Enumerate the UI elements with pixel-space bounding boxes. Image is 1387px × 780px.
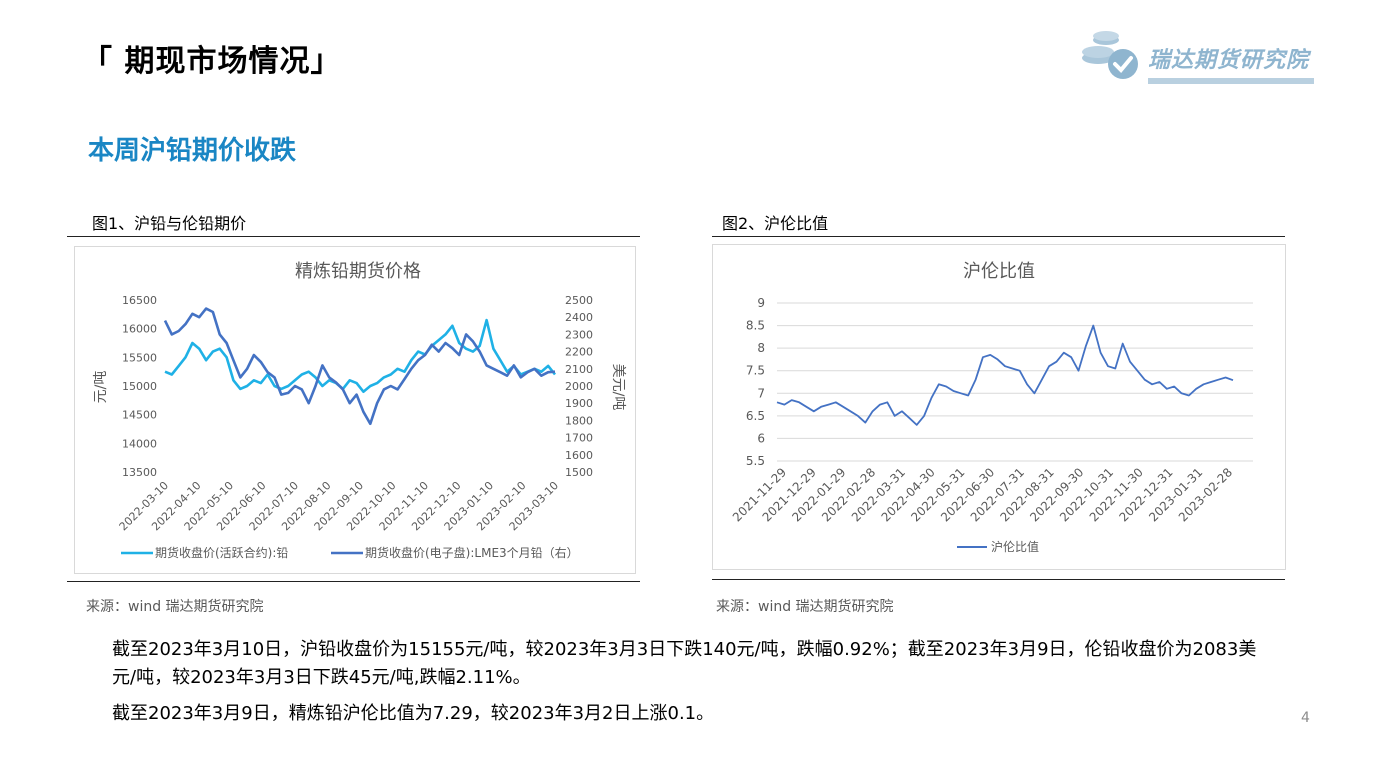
y2-tick-label: 2300: [565, 328, 593, 341]
figure-2-top-rule: [712, 236, 1285, 237]
figure-2-bottom-rule: [712, 579, 1285, 580]
figure-1-top-rule: [67, 236, 640, 237]
y-tick-label: 9: [757, 296, 765, 310]
y-tick-label: 16500: [122, 294, 157, 307]
chart-title: 精炼铅期货价格: [295, 261, 421, 282]
page-title: 「 期现市场情况」: [82, 44, 342, 79]
figure-1-source: 来源：wind 瑞达期货研究院: [86, 599, 264, 615]
y2-tick-label: 1800: [565, 414, 593, 427]
y-tick-label: 8: [757, 341, 765, 355]
figure-1-bottom-rule: [67, 581, 640, 582]
y-tick-label: 7.5: [746, 364, 765, 378]
y-axis-label: 元/吨: [93, 371, 109, 404]
y2-tick-label: 1700: [565, 432, 593, 445]
y-tick-label: 14000: [122, 437, 157, 450]
figure-2-source: 来源：wind 瑞达期货研究院: [716, 599, 894, 615]
y-tick-label: 6.5: [746, 409, 765, 423]
figure-1-caption: 图1、沪铅与伦铅期价: [92, 214, 247, 233]
y2-tick-label: 1900: [565, 397, 593, 410]
y2-tick-label: 1600: [565, 449, 593, 462]
y2-tick-label: 2200: [565, 346, 593, 359]
series-line: [776, 324, 1234, 426]
logo-underline: [1148, 78, 1314, 84]
y2-tick-label: 2400: [565, 311, 593, 324]
y-tick-label: 14500: [122, 409, 157, 422]
y-tick-label: 15000: [122, 380, 157, 393]
section-title: 本周沪铅期价收跌: [88, 136, 297, 166]
series-line: [164, 318, 557, 393]
legend-label: 期货收盘价(电子盘):LME3个月铅（右）: [365, 545, 579, 560]
chart-title: 沪伦比值: [963, 261, 1035, 282]
logo-text: 瑞达期货研究院: [1148, 48, 1310, 73]
lead-price-chart: 精炼铅期货价格 13500 14000 14500 15000 15500 16000 16…: [93, 261, 626, 560]
y2-axis-label: 美元/吨: [610, 364, 626, 411]
page-number: 4: [1301, 710, 1310, 726]
legend-label: 沪伦比值: [991, 539, 1039, 554]
series-line: [163, 307, 556, 426]
y-tick-label: 15500: [122, 351, 157, 364]
figure-2-chart: 沪伦比值 5.5 6 6.5 7 7.5 8 8.5 9 2021-11-29 2021-12-…: [712, 244, 1286, 570]
body-paragraph-1: 截至2023年3月10日，沪铅收盘价为15155元/吨，较2023年3月3日下跌…: [112, 639, 1257, 688]
figure-2-caption: 图2、沪伦比值: [722, 214, 829, 233]
company-logo: 瑞达期货研究院: [1078, 28, 1314, 86]
figure-1-chart: 精炼铅期货价格 13500 14000 14500 15000 15500 16000 16…: [74, 246, 636, 574]
y2-tick-label: 2000: [565, 380, 593, 393]
y-tick-label: 6: [757, 431, 765, 445]
ratio-chart: 沪伦比值 5.566.577.588.59 2021-11-292021-12-…: [730, 261, 1253, 554]
legend-label: 期货收盘价(活跃合约):铅: [155, 545, 288, 560]
y2-tick-label: 1500: [565, 466, 593, 479]
body-paragraph-2: 截至2023年3月9日，精炼铅沪伦比值为7.29，较2023年3月2日上涨0.1…: [112, 703, 715, 724]
y-tick-label: 5.5: [746, 454, 765, 468]
coins-icon: [1082, 31, 1138, 79]
y2-tick-label: 2100: [565, 363, 593, 376]
y-tick-label: 16000: [122, 323, 157, 336]
y-tick-label: 13500: [122, 466, 157, 479]
y-tick-label: 7: [757, 386, 765, 400]
y2-tick-label: 2500: [565, 294, 593, 307]
y-tick-label: 8.5: [746, 319, 765, 333]
